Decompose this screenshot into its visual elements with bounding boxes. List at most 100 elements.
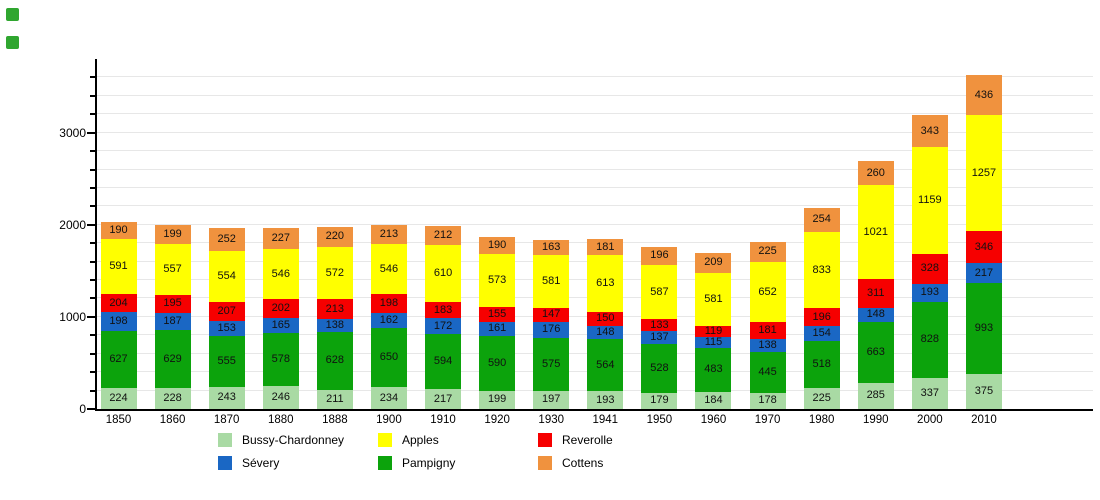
segment-value-label: 176 xyxy=(542,323,561,336)
segment-Sévery: 153 xyxy=(208,321,245,336)
y-major-tick xyxy=(87,131,95,134)
segment-Cottens: 227 xyxy=(262,228,299,250)
segment-Cottens: 209 xyxy=(695,253,732,273)
segment-Cottens: 196 xyxy=(641,246,678,265)
segment-value-label: 115 xyxy=(704,335,723,348)
segment-value-label: 1021 xyxy=(863,225,888,238)
segment-Apples: 572 xyxy=(316,246,353,300)
legend-item-Sévery: Sévery xyxy=(218,452,378,474)
x-tick-label: 1860 xyxy=(159,414,186,426)
bar-1960: 184 483 115 119 581 209 xyxy=(695,253,732,409)
segment-value-label: 337 xyxy=(920,386,940,399)
y-minor-tick xyxy=(90,334,95,337)
segment-Apples: 546 xyxy=(370,244,407,295)
y-minor-tick xyxy=(90,352,95,355)
segment-Bussy-Chardonney: 246 xyxy=(262,386,299,409)
segment-Pampigny: 629 xyxy=(154,330,191,388)
segment-value-label: 581 xyxy=(542,274,561,287)
x-tick-label: 2010 xyxy=(971,414,997,426)
bar-1850: 224 627 198 204 591 190 xyxy=(100,221,137,409)
segment-Bussy-Chardonney: 228 xyxy=(154,388,191,409)
segment-value-label: 212 xyxy=(433,229,453,242)
segment-value-label: 833 xyxy=(812,263,831,276)
green-square-icon xyxy=(6,8,19,21)
segment-Sévery: 137 xyxy=(641,331,678,344)
segment-value-label: 228 xyxy=(163,392,182,404)
x-tick-label: 1910 xyxy=(430,414,456,426)
segment-Bussy-Chardonney: 179 xyxy=(641,392,678,409)
segment-value-label: 133 xyxy=(650,318,669,331)
bar-1980: 225 518 154 196 833 254 xyxy=(803,208,840,409)
bar-2010: 375 993 217 346 1257 436 xyxy=(965,75,1002,409)
segment-value-label: 483 xyxy=(704,363,723,376)
segment-value-label: 197 xyxy=(542,393,561,406)
segment-value-label: 207 xyxy=(217,305,236,318)
segment-value-label: 629 xyxy=(163,352,182,365)
segment-value-label: 161 xyxy=(487,322,507,335)
segment-Bussy-Chardonney: 375 xyxy=(965,374,1002,409)
segment-Bussy-Chardonney: 211 xyxy=(316,389,353,409)
segment-Reverolle: 204 xyxy=(100,293,137,313)
segment-value-label: 528 xyxy=(650,361,669,374)
segment-Sévery: 154 xyxy=(803,326,840,341)
segment-Sévery: 198 xyxy=(100,312,137,331)
segment-Cottens: 252 xyxy=(208,228,245,252)
segment-value-label: 243 xyxy=(217,391,236,404)
segment-Pampigny: 993 xyxy=(965,283,1002,375)
segment-value-label: 204 xyxy=(109,296,128,309)
segment-Apples: 1257 xyxy=(965,115,1002,232)
segment-value-label: 564 xyxy=(596,358,615,371)
segment-value-label: 518 xyxy=(812,357,831,370)
segment-value-label: 225 xyxy=(812,392,831,405)
segment-Reverolle: 207 xyxy=(208,302,245,322)
x-tick-label: 1900 xyxy=(376,414,402,426)
segment-value-label: 137 xyxy=(650,331,669,344)
segment-Cottens: 212 xyxy=(425,225,462,246)
segment-Bussy-Chardonney: 199 xyxy=(479,390,516,409)
segment-Reverolle: 181 xyxy=(749,322,786,339)
segment-value-label: 138 xyxy=(758,338,777,351)
segment-Cottens: 225 xyxy=(749,241,786,263)
bar-2000: 337 828 193 328 1159 343 xyxy=(911,115,948,409)
segment-value-label: 311 xyxy=(866,287,885,300)
segment-value-label: 546 xyxy=(379,262,399,275)
gridline xyxy=(97,168,1093,170)
segment-value-label: 213 xyxy=(325,302,345,315)
bar-1860: 228 629 187 195 557 199 xyxy=(154,225,191,409)
segment-Reverolle: 155 xyxy=(479,307,516,322)
segment-Apples: 610 xyxy=(425,245,462,302)
segment-Sévery: 217 xyxy=(965,263,1002,284)
y-tick-label: 1000 xyxy=(59,309,86,324)
segment-value-label: 184 xyxy=(704,394,723,407)
segment-Sévery: 187 xyxy=(154,312,191,331)
segment-Cottens: 190 xyxy=(479,236,516,255)
bar-1950: 179 528 137 133 587 196 xyxy=(641,246,678,409)
segment-value-label: 187 xyxy=(163,314,182,327)
x-tick-label: 2000 xyxy=(917,414,943,426)
segment-value-label: 546 xyxy=(271,267,290,280)
segment-value-label: 211 xyxy=(326,392,344,405)
segment-value-label: 628 xyxy=(325,354,345,367)
segment-value-label: 578 xyxy=(271,353,290,366)
legend-item-Bussy-Chardonney: Bussy-Chardonney xyxy=(218,429,378,451)
segment-value-label: 246 xyxy=(271,391,290,404)
y-minor-tick xyxy=(90,205,95,208)
segment-value-label: 119 xyxy=(704,325,723,338)
segment-value-label: 154 xyxy=(812,326,831,339)
plot-area: 224 627 198 204 591 190 228 629 187 195 557 199 243 5… xyxy=(97,59,1093,409)
segment-Pampigny: 528 xyxy=(641,343,678,393)
segment-value-label: 179 xyxy=(650,394,669,407)
segment-value-label: 225 xyxy=(758,245,777,258)
x-tick-label: 1880 xyxy=(267,414,294,426)
y-major-tick xyxy=(87,223,95,226)
x-tick-label: 1941 xyxy=(592,414,619,426)
segment-Pampigny: 627 xyxy=(100,330,137,389)
segment-Reverolle: 183 xyxy=(425,301,462,319)
segment-value-label: 196 xyxy=(650,249,669,262)
y-minor-tick xyxy=(90,371,95,374)
segment-value-label: 147 xyxy=(542,308,561,321)
segment-Bussy-Chardonney: 197 xyxy=(533,390,570,409)
x-tick-label: 1870 xyxy=(213,414,240,426)
segment-Apples: 613 xyxy=(587,255,624,312)
segment-value-label: 993 xyxy=(974,322,994,335)
